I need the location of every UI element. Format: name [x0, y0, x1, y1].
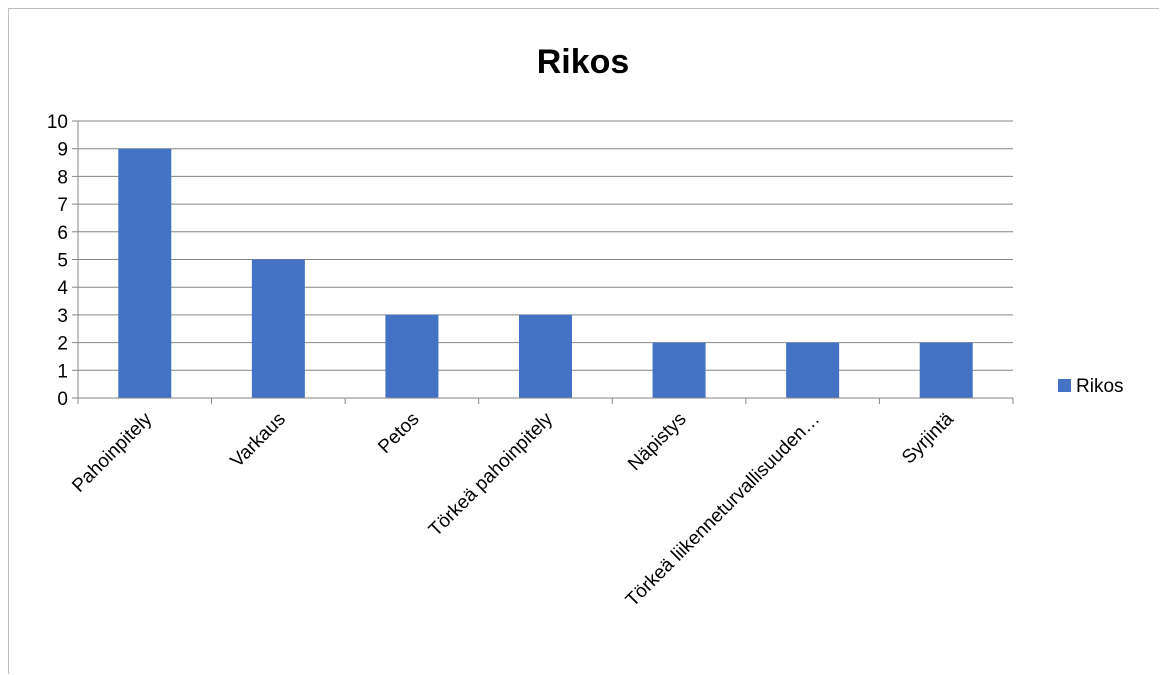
- bar-2: [251, 259, 305, 398]
- y-tick-label: 0: [57, 389, 68, 410]
- legend-label-rikos: Rikos: [1076, 376, 1124, 397]
- axes: [72, 120, 1014, 404]
- y-tick-label: 4: [57, 278, 68, 299]
- y-tick-label: 10: [47, 112, 68, 133]
- x-category-label: Varkaus: [227, 409, 290, 472]
- x-category-label: Törkeä pahoinpitely: [425, 408, 557, 540]
- x-axis-category-labels: Pahoinpitely Varkaus Petos Törkeä pahoinpit…: [68, 408, 958, 611]
- y-tick-label: 5: [57, 251, 68, 272]
- x-category-label: Pahoinpitely: [68, 408, 156, 496]
- y-axis-tick-labels: 0 1 2 3 4 5 6 7 8 9 10: [47, 112, 69, 410]
- y-tick-label: 9: [57, 140, 68, 161]
- chart-frame: [8, 8, 1159, 674]
- bar-1: [118, 148, 172, 398]
- y-tick-label: 8: [57, 167, 68, 188]
- y-tick-label: 2: [57, 334, 68, 355]
- legend-swatch-rikos: [1058, 379, 1071, 392]
- bar-5: [652, 342, 706, 398]
- y-tick-label: 1: [57, 361, 68, 382]
- y-tick-label: 6: [57, 223, 68, 244]
- x-category-label: Näpistys: [624, 409, 690, 475]
- chart-title: Rikos: [537, 43, 630, 81]
- bar-4: [519, 314, 572, 398]
- legend: Rikos: [1058, 376, 1124, 397]
- bar-6: [786, 342, 840, 398]
- bars: [118, 148, 973, 398]
- x-category-label: Petos: [374, 409, 423, 458]
- y-tick-label: 7: [57, 195, 68, 216]
- y-tick-label: 3: [57, 306, 68, 327]
- bar-7: [919, 342, 973, 398]
- bar-3: [385, 314, 439, 398]
- x-category-label: Syrjintä: [898, 408, 958, 468]
